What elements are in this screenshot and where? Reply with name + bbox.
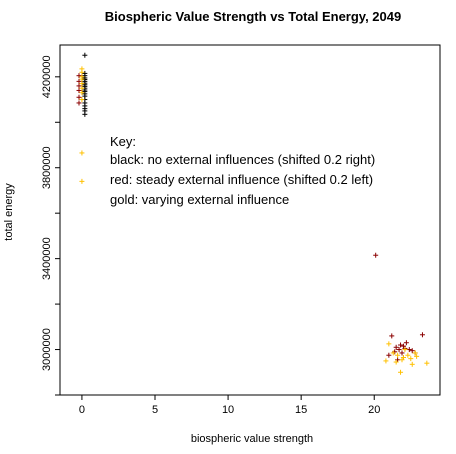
y-tick-label: 3400000 [41,237,53,280]
point-gold [414,353,420,359]
y-axis: 3000000 3400000 3800000 4200000 [41,55,60,396]
point-red [389,333,395,339]
point-gold [412,350,418,356]
point-red [76,87,82,93]
x-tick-label: 5 [152,404,158,416]
point-gold [79,178,85,184]
y-tick-label: 4200000 [41,55,53,98]
x-tick-label: 20 [368,404,380,416]
point-red [76,94,82,100]
legend-entry-gold: gold: varying external influence [110,192,289,207]
y-tick-label: 3800000 [41,146,53,189]
point-red [396,347,402,353]
data-points [76,52,430,375]
y-axis-label: total energy [3,183,15,241]
point-red [76,78,82,84]
legend: Key: black: no external influences (shif… [110,134,375,207]
legend-entry-black: black: no external influences (shifted 0… [110,152,375,167]
legend-title: Key: [110,134,136,149]
point-black [82,52,88,58]
point-red [406,347,412,353]
point-gold [79,85,85,91]
point-gold [390,350,396,356]
point-red [419,332,425,338]
point-gold [399,357,405,363]
x-tick-label: 0 [79,404,85,416]
point-gold [79,97,85,103]
point-gold [398,369,404,375]
point-black [82,111,88,117]
point-red [386,352,392,358]
x-axis-label: biospheric value strength [191,433,313,445]
point-gold [386,341,392,347]
legend-entry-red: red: steady external influence (shifted … [110,172,373,187]
point-gold [79,81,85,87]
x-tick-label: 15 [295,404,307,416]
point-gold [79,76,85,82]
point-gold [393,359,399,365]
point-gold [395,352,401,358]
point-red [398,342,404,348]
point-red [76,83,82,89]
x-axis: 0 5 10 15 20 [79,395,380,416]
plot-frame [59,44,441,396]
point-red [76,73,82,79]
point-red [409,348,415,354]
point-gold [424,360,430,366]
point-red [393,344,399,350]
y-tick-label: 3000000 [41,328,53,371]
point-red [403,340,409,346]
point-red [373,252,379,258]
point-gold [409,361,415,367]
point-gold [402,347,408,353]
point-gold [383,358,389,364]
point-gold [408,356,414,362]
point-gold [405,352,411,358]
point-red [76,100,82,106]
x-tick-label: 10 [222,404,234,416]
point-gold [79,69,85,75]
point-gold [79,150,85,156]
chart-title: Biospheric Value Strength vs Total Energ… [105,9,401,24]
point-red [399,350,405,356]
point-gold [79,90,85,96]
